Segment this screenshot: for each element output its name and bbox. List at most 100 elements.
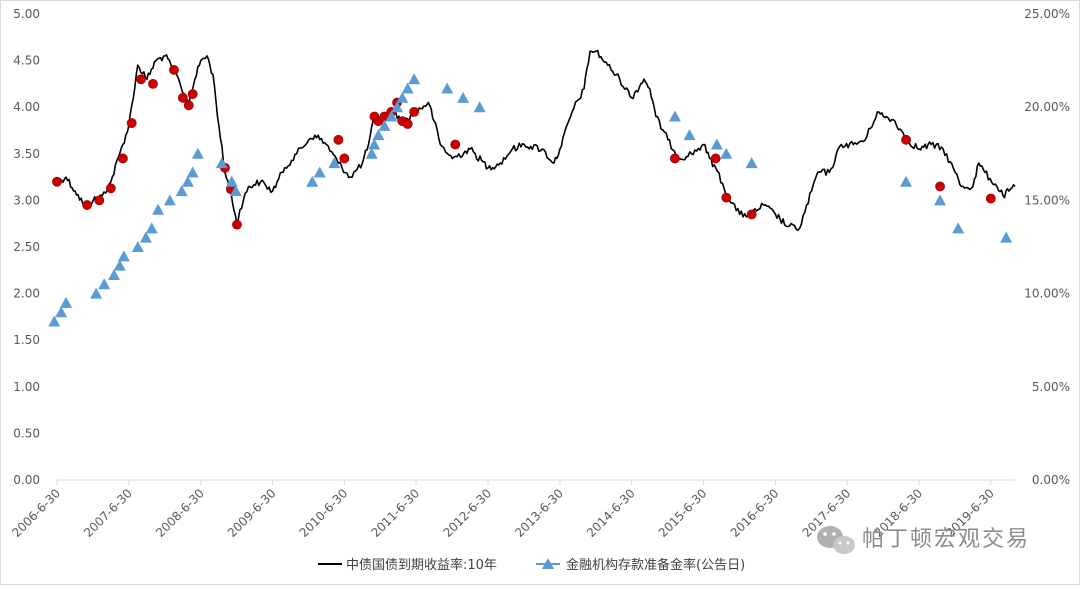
rrr-triangle-point <box>131 241 144 252</box>
rrr-triangle-point <box>457 91 470 103</box>
rrr-triangle-point <box>229 185 242 197</box>
left-tick-label: 2.00 <box>13 287 40 301</box>
rrr-triangle-point <box>145 222 158 234</box>
red-marker-point <box>94 195 105 206</box>
rrr-triangle-point <box>163 194 176 206</box>
rrr-triangle-point <box>139 231 152 243</box>
left-tick-label: 1.00 <box>13 380 40 394</box>
rrr-triangle-point <box>745 157 758 169</box>
right-tick-label: 25.00% <box>1024 7 1070 21</box>
left-axis-tick-labels: 0.00 0.50 1.00 1.50 2.00 2.50 3.00 3.50 4.00 4.50… <box>13 7 40 487</box>
rrr-triangle-point <box>48 315 61 327</box>
red-marker-point <box>901 134 911 145</box>
red-marker-point <box>409 106 420 117</box>
red-marker-point <box>177 92 188 103</box>
rrr-triangle-point <box>328 157 341 169</box>
red-marker-point <box>710 153 721 164</box>
rrr-triangle-point <box>98 278 111 290</box>
rrr-triangle-point <box>113 259 126 271</box>
rrr-triangle-point <box>473 101 486 113</box>
rrr-triangle-point <box>306 175 319 187</box>
rrr-triangle-point <box>368 138 381 150</box>
rrr-triangle-point <box>90 287 103 299</box>
red-marker-point <box>333 134 344 145</box>
rrr-triangle-point <box>313 166 326 178</box>
red-marker-point <box>148 79 158 89</box>
rrr-triangle-point <box>186 166 199 178</box>
legend: 中债国债到期收益率:10年 金融机构存款准备金率(公告日) <box>318 557 745 573</box>
red-marker-point <box>126 118 137 128</box>
rrr-triangle-point <box>60 296 73 308</box>
rrr-triangle-point <box>117 250 130 262</box>
rrr-series <box>48 73 1013 327</box>
red-marker-point <box>169 65 179 75</box>
legend-label-yield: 中债国债到期收益率:10年 <box>346 557 497 573</box>
rrr-triangle-point <box>683 129 696 141</box>
right-tick-label: 20.00% <box>1024 100 1070 114</box>
red-marker-point <box>187 89 198 100</box>
rrr-triangle-point <box>1000 231 1013 243</box>
rrr-triangle-point <box>152 203 165 215</box>
red-marker-point <box>935 181 945 192</box>
red-marker-point <box>670 153 680 164</box>
rrr-triangle-point <box>365 147 378 159</box>
left-tick-label: 3.50 <box>13 147 40 161</box>
rrr-triangle-point <box>175 185 188 197</box>
left-tick-label: 0.00 <box>13 473 40 487</box>
x-axis-tick-marks <box>56 480 992 485</box>
rrr-triangle-point <box>391 101 404 113</box>
red-marker-point <box>82 200 92 210</box>
left-tick-label: 1.50 <box>13 333 40 347</box>
red-marker-point <box>105 183 116 194</box>
legend-label-rrr: 金融机构存款准备金率(公告日) <box>566 557 745 573</box>
rrr-triangle-point <box>181 175 194 187</box>
red-marker-point <box>117 153 128 164</box>
rrr-triangle-point <box>401 82 414 94</box>
rrr-triangle-point <box>108 268 121 280</box>
rrr-triangle-point <box>191 147 204 159</box>
rrr-triangle-point <box>385 110 398 122</box>
watermark: 帕丁顿宏观交易 <box>817 526 1030 554</box>
red-marker-point <box>721 192 732 203</box>
red-marker-point <box>52 176 62 187</box>
rrr-triangle-point <box>952 222 965 234</box>
right-tick-label: 5.00% <box>1032 380 1070 394</box>
watermark-text: 帕丁顿宏观交易 <box>862 527 1030 552</box>
rrr-triangle-point <box>900 175 913 187</box>
red-marker-point <box>450 139 461 150</box>
red-marker-point <box>746 209 757 220</box>
yield-series <box>56 49 1016 232</box>
red-marker-point <box>232 219 242 230</box>
left-tick-label: 0.50 <box>13 426 40 440</box>
red-marker-point <box>985 193 996 204</box>
right-tick-label: 10.00% <box>1024 287 1070 301</box>
rrr-triangle-point <box>668 110 681 122</box>
rrr-triangle-point <box>710 138 723 150</box>
red-marker-point <box>183 100 194 111</box>
left-tick-label: 4.00 <box>13 100 40 114</box>
red-marker-point <box>402 119 413 129</box>
highlight-markers <box>52 65 996 230</box>
rrr-triangle-point <box>55 306 68 318</box>
red-marker-point <box>136 74 146 85</box>
wechat-icon <box>817 526 855 554</box>
left-tick-label: 2.50 <box>13 240 40 254</box>
left-tick-label: 5.00 <box>13 7 40 21</box>
rrr-triangle-point <box>225 175 238 187</box>
rrr-triangle-point <box>934 194 947 206</box>
rrr-triangle-point <box>441 82 454 94</box>
rrr-triangle-point <box>408 73 421 85</box>
rrr-triangle-point <box>372 129 385 141</box>
rrr-triangle-point <box>396 91 409 103</box>
rrr-triangle-point <box>720 147 733 159</box>
right-tick-label: 0.00% <box>1032 473 1070 487</box>
left-tick-label: 4.50 <box>13 54 40 68</box>
right-tick-label: 15.00% <box>1024 193 1070 207</box>
legend-triangle-icon <box>542 558 554 569</box>
left-tick-label: 3.00 <box>13 193 40 207</box>
rrr-triangle-point <box>215 157 228 169</box>
rrr-triangle-point <box>378 119 391 131</box>
red-marker-point <box>339 153 350 164</box>
